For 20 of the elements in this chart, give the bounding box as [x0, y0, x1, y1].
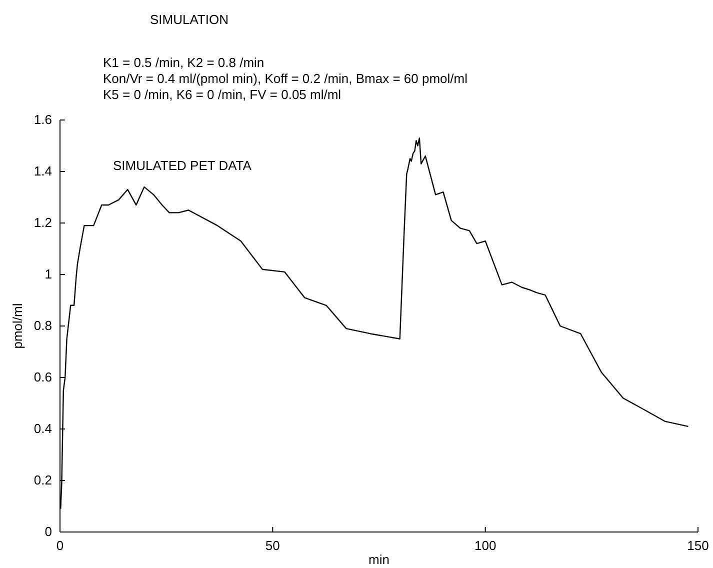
y-tick-label: 1.2 — [34, 215, 52, 230]
y-tick-label: 0.4 — [34, 421, 52, 436]
y-tick-label: 1.6 — [34, 112, 52, 128]
x-axis-title: min — [368, 552, 390, 567]
y-axis-title: pmol/ml — [10, 303, 25, 349]
x-tick-label: 150 — [687, 538, 709, 554]
x-tick-label: 100 — [474, 538, 496, 554]
series-label: SIMULATED PET DATA — [113, 158, 252, 173]
x-tick-label: 50 — [265, 538, 280, 554]
y-tick-label: 0.6 — [34, 370, 52, 385]
y-tick-label: 1.4 — [34, 164, 52, 179]
chart-title: SIMULATION — [150, 12, 228, 27]
y-tick-label: 0.2 — [34, 472, 52, 488]
y-tick-label: 0.8 — [34, 318, 52, 334]
y-tick-label: 0 — [44, 524, 52, 540]
text: Kon/Vr = 0.4 ml/(pmol min), Koff = 0.2 /min, Bmax = 60 pmol/ml — [103, 71, 468, 86]
y-tick-label: 1 — [44, 266, 52, 282]
x-tick-label: 0 — [56, 538, 64, 554]
text: K1 = 0.5 /min, K2 = 0.8 /min — [103, 55, 264, 70]
text: K5 = 0 /min, K6 = 0 /min, FV = 0.05 ml/ml — [103, 87, 342, 102]
